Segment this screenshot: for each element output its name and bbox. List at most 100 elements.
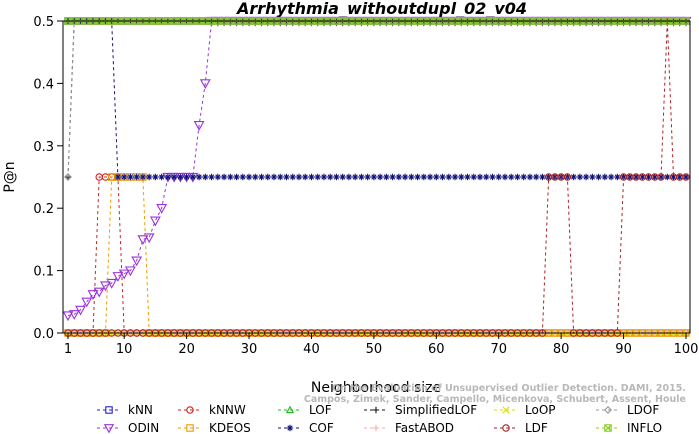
legend-entry-kdeos: KDEOS [178,421,251,434]
point-cof [458,173,465,181]
point-cof [445,173,452,181]
series-line-cof [68,20,686,178]
y-tick-label: 0.5 [33,15,54,30]
point-cof [607,173,615,181]
point-odin [137,235,149,246]
point-cof [664,173,671,181]
point-cof [183,173,190,181]
x-tick-label: 30 [241,342,258,357]
point-cof [514,173,521,181]
series-odin [62,16,692,322]
point-odin [193,121,205,131]
point-cof [639,173,646,181]
legend-label: FastABOD [395,421,454,434]
x-tick-label: 40 [303,342,320,357]
series-cof [64,17,690,181]
point-cof [264,173,271,181]
point-cof [252,173,259,181]
point-cof [120,173,128,181]
point-cof [277,173,284,181]
point-odin [112,272,124,282]
point-cof [383,173,390,181]
point-cof [414,173,421,181]
point-cof [233,173,240,181]
point-cof [302,173,309,181]
point-cof [195,173,203,181]
point-odin [68,310,80,320]
point-cof [520,173,527,181]
legend-entry-fastabod: FastABOD [364,421,454,434]
point-cof [314,173,321,181]
legend: kNN kNNW LOF SimplifiedLOF LoOP LDOF ODIN KDEOS… [97,403,662,434]
point-cof [508,173,515,181]
point-cof [451,173,459,181]
point-cof [364,173,371,181]
legend-label: LOF [309,403,332,417]
point-cof [526,173,534,181]
legend-label: ODIN [128,421,159,434]
legend-label: COF [309,421,334,434]
point-cof [476,173,484,181]
point-odin [149,216,161,227]
series-kdeos [64,173,690,337]
point-cof [682,173,690,181]
legend-label: INFLO [627,421,662,434]
point-cof [401,173,409,181]
legend-label: kNNW [209,403,246,417]
x-tick-label: 50 [366,342,383,357]
point-cof [270,173,278,181]
point-cof [570,173,577,181]
point-cof [426,173,434,181]
watermark-line-1: On the Evaluation of Unsupervised Outlie… [332,383,686,394]
point-cof [626,173,634,181]
y-tick-label: 0.1 [33,265,54,280]
legend-entry-simplifiedlof: SimplifiedLOF [364,403,477,417]
point-cof [158,173,165,181]
legend-entry-knn: kNN [97,403,153,417]
x-tick-label: 100 [674,342,699,357]
legend-entry-knnw: kNNW [178,403,246,417]
point-cof [164,173,172,181]
point-cof [333,173,340,181]
x-axis: 1 10 20 30 40 50 60 70 80 90 100 [64,333,699,357]
point-cof [632,173,640,181]
point-cof [657,173,665,181]
point-cof [214,173,222,181]
legend-entry-cof: COF [278,421,334,434]
point-odin [87,290,99,300]
point-odin [118,269,130,280]
point-cof [582,173,590,181]
point-cof [601,173,609,181]
series-line-odin [67,20,686,316]
legend-label: kNN [128,403,153,417]
point-cof [345,173,353,181]
point-cof [289,173,296,181]
point-cof [177,173,184,181]
point-cof [651,173,658,181]
point-cof [370,173,378,181]
point-cof [295,173,303,181]
point-cof [145,173,153,181]
legend-entry-lof: LOF [278,403,332,417]
point-odin [199,79,211,90]
point-cof [595,173,602,181]
point-cof [358,173,365,181]
point-cof [208,173,215,181]
point-cof [227,173,234,181]
point-cof [576,173,584,181]
point-odin [62,311,74,322]
point-cof [433,173,440,181]
point-cof [133,173,140,181]
point-ldf [682,173,690,181]
y-axis-label: P@n [2,161,18,192]
legend-label: LoOP [525,403,556,417]
x-tick-label: 60 [428,342,445,357]
point-cof [326,173,334,181]
point-cof [614,173,621,181]
watermark-line-2: Campos, Zimek, Sander, Campello, Micenko… [304,394,686,405]
legend-label: KDEOS [209,421,251,434]
point-odin [75,305,86,316]
point-cof [495,173,502,181]
point-cof [351,173,359,181]
point-cof [470,173,477,181]
